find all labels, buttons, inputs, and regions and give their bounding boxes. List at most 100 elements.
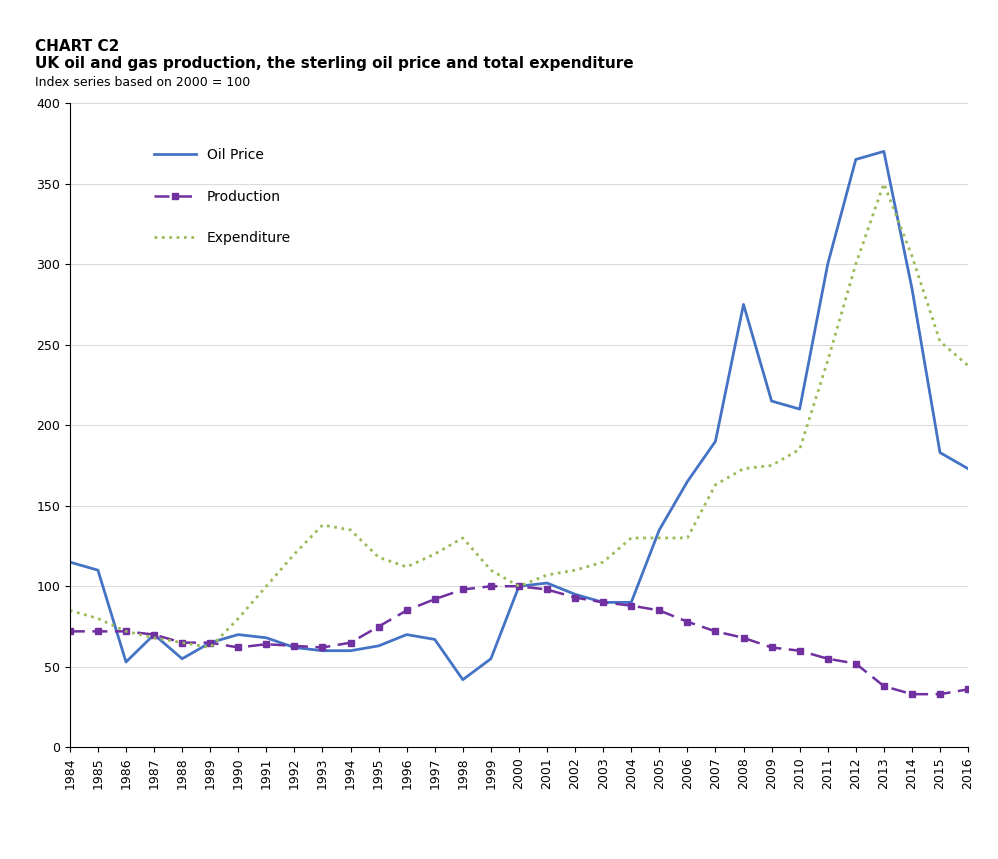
Expenditure [372, 552, 384, 563]
Oil Price [316, 646, 328, 656]
Expenditure [457, 533, 469, 543]
Production [569, 593, 581, 603]
Production [906, 689, 918, 699]
Oil Price [120, 657, 132, 667]
Production [344, 637, 356, 648]
Oil Price [485, 654, 497, 664]
Oil Price [64, 557, 76, 567]
Oil Price [177, 654, 189, 664]
Expenditure [401, 562, 413, 572]
Production [148, 630, 160, 640]
Production [710, 626, 722, 637]
Production [260, 639, 272, 649]
Expenditure [765, 460, 777, 471]
Production [429, 594, 441, 605]
Expenditure [626, 533, 638, 543]
Expenditure [92, 613, 104, 624]
Production [850, 658, 862, 668]
Expenditure [316, 520, 328, 530]
Expenditure [205, 643, 217, 653]
Production [64, 626, 76, 637]
Production [372, 621, 384, 631]
Expenditure [569, 565, 581, 576]
Text: CHART C2: CHART C2 [35, 39, 120, 53]
Oil Price [906, 283, 918, 294]
Production [962, 684, 974, 694]
Production [738, 632, 749, 643]
Oil Price [401, 630, 413, 640]
Production [92, 626, 104, 637]
Oil Price [821, 259, 833, 270]
Oil Price [372, 641, 384, 651]
Production [401, 606, 413, 616]
Text: Index series based on 2000 = 100: Index series based on 2000 = 100 [35, 76, 250, 88]
Expenditure [513, 581, 525, 591]
Oil Price [710, 436, 722, 447]
Expenditure [120, 626, 132, 637]
Oil Price [233, 630, 245, 640]
Oil Price [569, 589, 581, 600]
Production [682, 617, 694, 627]
Oil Price [682, 477, 694, 487]
Expenditure [541, 570, 553, 580]
Production [316, 643, 328, 653]
Expenditure [288, 549, 300, 559]
Production [793, 646, 805, 656]
Production [626, 600, 638, 611]
Expenditure [260, 581, 272, 591]
Oil Price [148, 630, 160, 640]
Expenditure [821, 356, 833, 366]
Oil Price [738, 299, 749, 309]
Production [934, 689, 946, 699]
Expenditure [878, 179, 890, 189]
Expenditure [429, 549, 441, 559]
Production [457, 584, 469, 594]
Oil Price [597, 597, 609, 607]
Oil Price [260, 632, 272, 643]
Expenditure [934, 336, 946, 346]
Expenditure [64, 606, 76, 616]
Expenditure [148, 632, 160, 643]
Expenditure [682, 533, 694, 543]
Line: Expenditure: Expenditure [70, 184, 968, 648]
Oil Price [288, 643, 300, 653]
Expenditure [793, 444, 805, 454]
Oil Price [626, 597, 638, 607]
Expenditure [850, 259, 862, 270]
Expenditure [962, 361, 974, 371]
Expenditure [177, 637, 189, 648]
Production [765, 643, 777, 653]
Production [878, 681, 890, 691]
Expenditure [738, 464, 749, 474]
Oil Price [541, 578, 553, 588]
Oil Price [850, 155, 862, 165]
Oil Price [344, 646, 356, 656]
Oil Price [654, 525, 666, 535]
Production [205, 637, 217, 648]
Production [513, 581, 525, 591]
Production [541, 584, 553, 594]
Expenditure [597, 557, 609, 567]
Oil Price [962, 464, 974, 474]
Production [177, 637, 189, 648]
Oil Price [429, 634, 441, 644]
Legend: Oil Price, Production, Expenditure: Oil Price, Production, Expenditure [149, 143, 296, 251]
Oil Price [457, 674, 469, 685]
Expenditure [710, 479, 722, 490]
Line: Production: Production [67, 583, 971, 697]
Oil Price [205, 637, 217, 648]
Expenditure [485, 565, 497, 576]
Production [288, 641, 300, 651]
Production [233, 643, 245, 653]
Oil Price [92, 565, 104, 576]
Oil Price [513, 581, 525, 591]
Oil Price [934, 448, 946, 458]
Expenditure [344, 525, 356, 535]
Text: UK oil and gas production, the sterling oil price and total expenditure: UK oil and gas production, the sterling … [35, 56, 634, 70]
Production [597, 597, 609, 607]
Expenditure [654, 533, 666, 543]
Production [821, 654, 833, 664]
Oil Price [793, 404, 805, 414]
Oil Price [878, 146, 890, 156]
Production [654, 606, 666, 616]
